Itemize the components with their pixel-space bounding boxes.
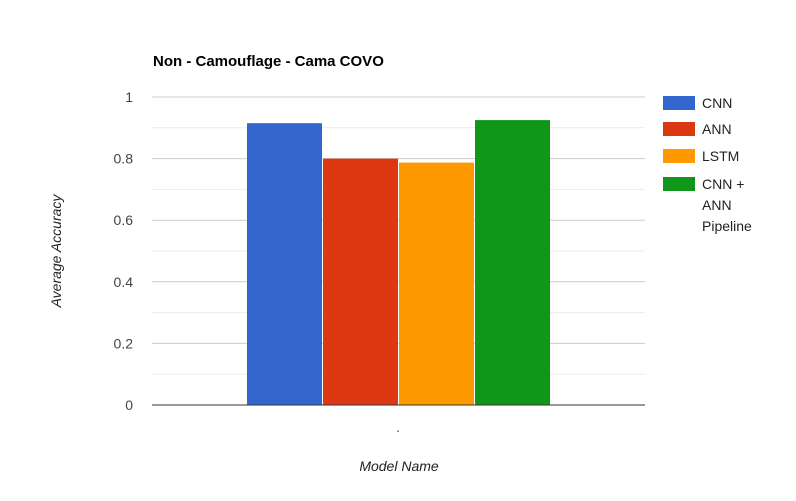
legend: CNN ANN LSTM CNN + ANN Pipeline [663, 95, 752, 234]
legend-label: CNN [702, 95, 732, 111]
legend-label: CNN + ANN Pipeline [702, 176, 752, 234]
bar-cnn [247, 123, 322, 406]
legend-swatch [663, 149, 695, 163]
gridlines [152, 96, 645, 375]
legend-swatch [663, 177, 695, 191]
legend-swatch [663, 122, 695, 136]
bars [247, 120, 550, 406]
y-tick-label: 0.6 [114, 212, 134, 228]
y-axis-ticks: 0 0.2 0.4 0.6 0.8 1 [114, 89, 134, 413]
x-tick-label: . [396, 419, 400, 435]
y-tick-label: 0.8 [114, 151, 134, 167]
chart-title: Non - Camouflage - Cama COVO [153, 53, 384, 70]
bar-ann [323, 158, 398, 405]
y-tick-label: 0 [125, 397, 133, 413]
bar-lstm [399, 162, 474, 405]
y-tick-label: 1 [125, 89, 133, 105]
bar-cnn-ann-pipeline [475, 120, 550, 405]
y-axis-label: Average Accuracy [48, 194, 64, 309]
legend-label: ANN [702, 121, 732, 137]
legend-swatch [663, 96, 695, 110]
legend-label: LSTM [702, 148, 739, 164]
x-axis-label: Model Name [359, 458, 439, 474]
y-tick-label: 0.2 [114, 335, 134, 351]
y-tick-label: 0.4 [114, 274, 134, 290]
